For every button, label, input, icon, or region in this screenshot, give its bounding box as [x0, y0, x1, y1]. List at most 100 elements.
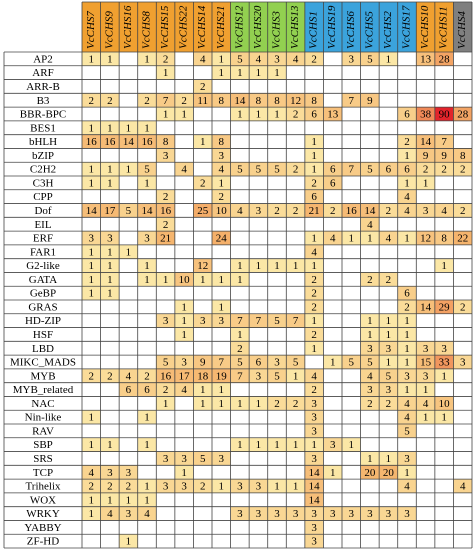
cell-value: 10: [439, 398, 451, 410]
heat-cell: [137, 506, 157, 521]
cell-value: 1: [311, 439, 317, 451]
cell-value: 1: [107, 439, 113, 451]
heat-cell: [323, 465, 342, 480]
row-label: C3H: [33, 177, 54, 189]
cell-value: 3: [219, 453, 225, 465]
heat-cell: [230, 479, 250, 493]
heat-cell: [100, 506, 120, 521]
heat-cell: [193, 451, 212, 466]
heat-cell: [379, 465, 398, 480]
cell-value: 3: [311, 425, 317, 437]
cell-value: 5: [256, 164, 262, 176]
cell-value: 5: [404, 425, 410, 437]
heat-cell: [304, 437, 324, 452]
heat-cell: [304, 93, 324, 108]
cell-value: 7: [219, 357, 225, 369]
heat-cell: [212, 313, 231, 328]
cell-value: 20: [383, 467, 395, 479]
cell-value: 3: [163, 453, 169, 465]
cell-value: 1: [330, 357, 336, 369]
cell-value: 16: [86, 136, 98, 148]
cell-value: 3: [181, 453, 187, 465]
cell-value: 25: [197, 205, 209, 217]
heat-cell: [137, 120, 157, 135]
heat-cell: [397, 286, 417, 300]
cell-value: 4: [386, 233, 392, 245]
heat-cell: [193, 368, 212, 383]
cell-value: 2: [460, 205, 466, 217]
column-header: VcCHS13: [289, 5, 301, 49]
heat-cell: [379, 368, 398, 383]
cell-value: 8: [163, 136, 169, 148]
cell-value: 1: [367, 315, 373, 327]
row-label: MYB_related: [13, 384, 74, 396]
cell-value: 9: [367, 95, 373, 107]
heat-cell: [304, 162, 324, 176]
cell-value: 13: [420, 53, 432, 65]
column-header-bg: [249, 2, 268, 52]
cell-value: 1: [126, 164, 132, 176]
cell-value: 1: [404, 233, 410, 245]
cell-value: 3: [144, 233, 150, 245]
column-header-bg: [360, 2, 380, 52]
cell-value: 2: [107, 370, 113, 382]
heat-cell: [174, 327, 194, 342]
cell-value: 5: [274, 370, 280, 382]
cell-value: 6: [256, 357, 262, 369]
heat-cell: [249, 506, 268, 521]
heat-cell: [267, 52, 287, 66]
heat-cell: [119, 465, 138, 480]
heat-cell: [249, 396, 268, 411]
heat-cell: [397, 382, 417, 397]
heat-cell: [304, 107, 324, 121]
cell-value: 4: [423, 398, 429, 410]
cell-value: 1: [144, 274, 150, 286]
row-label: B3: [37, 95, 50, 107]
cell-value: 1: [219, 481, 225, 493]
heat-cell: [267, 258, 287, 273]
cell-value: 3: [386, 508, 392, 520]
cell-value: 1: [89, 260, 95, 272]
cell-value: 1: [237, 109, 243, 121]
column-header-bg: [212, 2, 231, 52]
column-header-bg: [397, 2, 417, 52]
heat-cell: [212, 479, 231, 493]
cell-value: 1: [274, 67, 280, 79]
heat-cell: [193, 396, 212, 411]
cell-value: 3: [404, 508, 410, 520]
heat-cell: [304, 506, 324, 521]
cell-value: 2: [219, 191, 225, 203]
heat-cell: [100, 52, 120, 66]
heat-cell: [82, 258, 101, 273]
heat-cell: [230, 313, 250, 328]
cell-value: 3: [311, 398, 317, 410]
cell-value: 4: [404, 398, 410, 410]
cell-value: 3: [219, 315, 225, 327]
cell-value: 3: [237, 481, 243, 493]
cell-value: 1: [200, 384, 206, 396]
heat-cell: [212, 162, 231, 176]
cell-value: 1: [181, 301, 187, 313]
row-label: GRAS: [28, 301, 57, 313]
heat-cell: [156, 93, 175, 108]
heat-cell: [360, 341, 380, 356]
heat-cell: [304, 451, 324, 466]
cell-value: 1: [219, 274, 225, 286]
cell-value: 6: [311, 191, 317, 203]
cell-value: 4: [181, 164, 187, 176]
cell-value: 3: [274, 53, 280, 65]
cell-value: 3: [367, 384, 373, 396]
cell-value: 1: [107, 53, 113, 65]
heat-cell: [434, 52, 454, 66]
cell-value: 1: [256, 109, 262, 121]
heat-cell: [453, 479, 472, 493]
cell-value: 3: [311, 522, 317, 534]
heat-cell: [416, 107, 435, 121]
heat-cell: [230, 52, 250, 66]
cell-value: 7: [349, 164, 355, 176]
cell-value: 3: [404, 370, 410, 382]
heat-cell: [416, 203, 435, 218]
row-label: Trihelix: [25, 481, 61, 493]
heat-cell: [137, 410, 157, 424]
cell-value: 3: [163, 150, 169, 162]
